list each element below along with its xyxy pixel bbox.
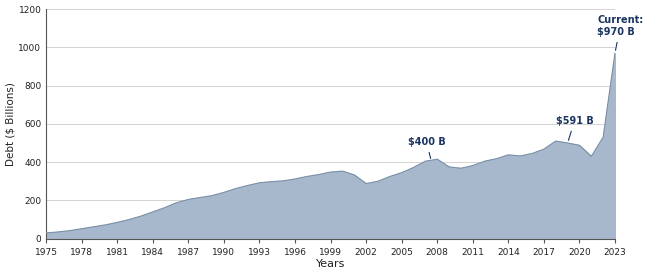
Text: $591 B: $591 B	[556, 116, 594, 140]
Text: $400 B: $400 B	[408, 137, 445, 158]
Y-axis label: Debt ($ Billions): Debt ($ Billions)	[6, 82, 16, 166]
X-axis label: Years: Years	[316, 259, 345, 270]
Text: Current:
$970 B: Current: $970 B	[597, 15, 643, 50]
